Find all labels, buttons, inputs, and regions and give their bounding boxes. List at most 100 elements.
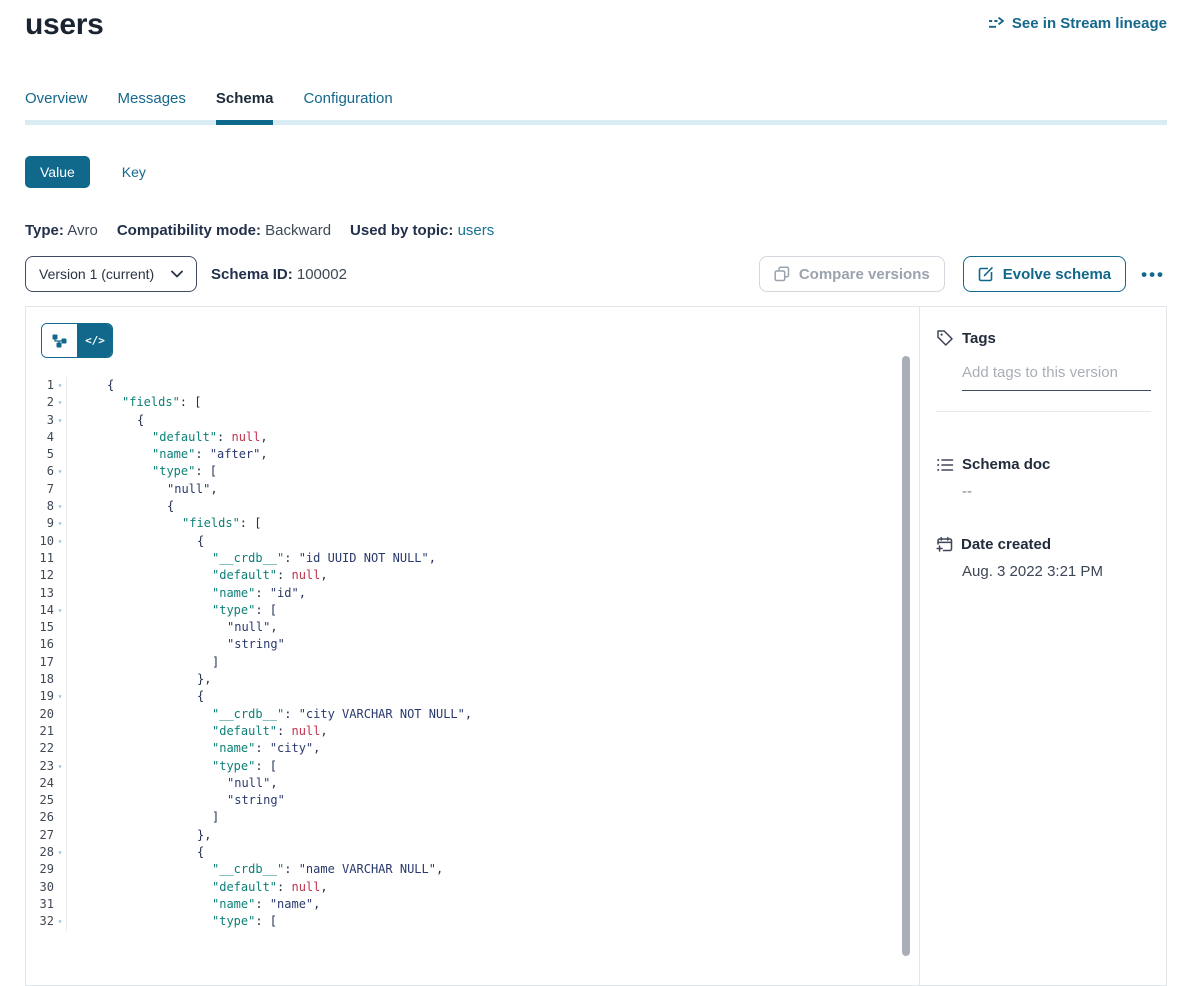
compare-versions-button[interactable]: Compare versions xyxy=(758,256,945,292)
tab-schema[interactable]: Schema xyxy=(215,90,274,125)
evolve-schema-button[interactable]: Evolve schema xyxy=(962,256,1127,292)
line-number: 19 xyxy=(39,689,54,704)
tab-track xyxy=(25,120,1167,125)
line-number: 21 xyxy=(39,723,54,738)
code-text: "null", xyxy=(66,480,919,499)
tag-icon xyxy=(936,329,954,347)
stream-lineage-icon xyxy=(988,16,1005,31)
key-button[interactable]: Key xyxy=(116,163,152,181)
line-number: 4 xyxy=(46,429,54,444)
page-title: users xyxy=(25,8,104,41)
schema-doc-header: Schema doc xyxy=(936,456,1151,473)
tree-view-button[interactable] xyxy=(42,324,77,357)
fold-toggle-icon[interactable]: ▾ xyxy=(57,398,63,408)
line-number: 9 xyxy=(46,516,54,531)
code-line: 6 ▾ "type": [ xyxy=(26,463,919,481)
code-line: 18}, xyxy=(26,671,919,689)
code-text: "name": "name", xyxy=(66,895,919,914)
line-number: 29 xyxy=(39,862,54,877)
edit-icon xyxy=(978,266,994,282)
code-text: "default": null, xyxy=(66,428,919,447)
code-text: "string" xyxy=(66,636,919,654)
code-line: 25 "string" xyxy=(26,792,919,810)
fold-toggle-icon[interactable]: ▾ xyxy=(57,605,63,615)
code-pane: </> 1 ▾{2 ▾ "fields": [3 ▾{4 "default": null,… xyxy=(26,307,919,985)
fold-spacer xyxy=(54,429,66,446)
fold-toggle-icon[interactable]: ▾ xyxy=(57,519,63,529)
fold-spacer xyxy=(54,792,66,809)
line-number: 30 xyxy=(39,879,54,894)
line-number: 6 xyxy=(46,464,54,479)
fold-toggle-icon[interactable]: ▾ xyxy=(57,692,63,702)
vertical-scrollbar[interactable] xyxy=(902,356,910,956)
code-line: 10 ▾{ xyxy=(26,532,919,550)
schema-meta: Type: Avro Compatibility mode: Backward … xyxy=(25,222,1167,239)
code-text: ] xyxy=(66,809,919,827)
line-number: 23 xyxy=(39,758,54,773)
code-line: 31 "name": "name", xyxy=(26,895,919,914)
code-line: 26] xyxy=(26,809,919,827)
line-number: 12 xyxy=(39,568,54,583)
fold-toggle-icon[interactable]: ▾ xyxy=(57,381,63,390)
code-text: }, xyxy=(66,826,919,845)
line-number: 11 xyxy=(39,550,54,565)
fold-spacer xyxy=(54,775,66,792)
code-line: 22 "name": "city", xyxy=(26,740,919,758)
calendar-plus-icon xyxy=(936,536,953,553)
tab-overview[interactable]: Overview xyxy=(25,90,88,107)
fold-spacer xyxy=(54,567,66,584)
code-text: { xyxy=(66,532,919,550)
fold-spacer xyxy=(54,636,66,653)
line-number: 25 xyxy=(39,793,54,808)
fold-toggle-icon[interactable]: ▾ xyxy=(57,761,63,771)
tab-configuration[interactable]: Configuration xyxy=(303,90,393,107)
line-number: 18 xyxy=(39,672,54,687)
line-number: 3 xyxy=(46,412,54,427)
line-number: 28 xyxy=(39,845,54,860)
fold-toggle-icon[interactable]: ▾ xyxy=(57,467,63,477)
tree-view-icon xyxy=(52,334,67,348)
code-line: 15 "null", xyxy=(26,619,919,637)
fold-spacer xyxy=(54,809,66,826)
code-text: "name": "after", xyxy=(66,446,919,464)
code-editor[interactable]: 1 ▾{2 ▾ "fields": [3 ▾{4 "default": null, 5 "na… xyxy=(26,377,919,931)
code-line: 16 "string" xyxy=(26,636,919,654)
code-line: 11 "__crdb__": "id UUID NOT NULL", xyxy=(26,549,919,568)
date-created-title: Date created xyxy=(961,536,1052,553)
code-view-button[interactable]: </> xyxy=(77,324,112,357)
compare-icon xyxy=(774,266,790,282)
more-options-button[interactable]: ••• xyxy=(1139,262,1167,287)
fold-spacer xyxy=(54,879,66,896)
value-key-toggle: Value Key xyxy=(25,156,1167,188)
code-text: "fields": [ xyxy=(66,515,919,533)
line-number: 1 xyxy=(46,378,54,392)
schema-sidebar: Tags Schema do xyxy=(919,307,1166,985)
code-view-icon: </> xyxy=(85,334,105,347)
fold-toggle-icon[interactable]: ▾ xyxy=(57,415,63,425)
code-text: ] xyxy=(66,653,919,672)
code-text: { xyxy=(66,688,919,706)
code-line: 9 ▾ "fields": [ xyxy=(26,515,919,533)
list-icon xyxy=(936,457,954,473)
code-line: 14 ▾ "type": [ xyxy=(26,601,919,620)
tab-messages[interactable]: Messages xyxy=(117,90,186,107)
add-tags-input[interactable] xyxy=(962,364,1151,391)
fold-toggle-icon[interactable]: ▾ xyxy=(57,536,63,546)
code-text: "default": null, xyxy=(66,567,919,585)
line-number: 2 xyxy=(46,395,54,410)
version-select[interactable]: Version 1 (current) xyxy=(25,256,197,292)
value-button[interactable]: Value xyxy=(25,156,90,188)
topic-link[interactable]: users xyxy=(457,222,495,239)
line-number: 7 xyxy=(46,481,54,496)
line-number: 20 xyxy=(39,706,54,721)
fold-toggle-icon[interactable]: ▾ xyxy=(57,502,63,512)
type-field: Type: Avro xyxy=(25,222,98,239)
line-number: 22 xyxy=(39,741,54,756)
line-number: 14 xyxy=(39,602,54,617)
schema-id-field: Schema ID: 100002 xyxy=(211,265,347,283)
line-number: 16 xyxy=(39,637,54,652)
fold-toggle-icon[interactable]: ▾ xyxy=(57,848,63,858)
tags-section-header: Tags xyxy=(936,329,1151,347)
fold-spacer xyxy=(54,481,66,498)
stream-lineage-link[interactable]: See in Stream lineage xyxy=(988,15,1167,32)
